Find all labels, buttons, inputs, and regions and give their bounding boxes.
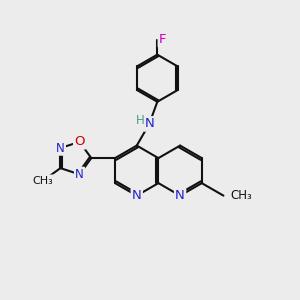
Text: CH₃: CH₃ — [230, 189, 252, 202]
Text: N: N — [175, 189, 185, 202]
Text: F: F — [159, 33, 166, 46]
Text: N: N — [144, 117, 154, 130]
Text: H: H — [136, 114, 144, 127]
Text: N: N — [75, 168, 84, 181]
Text: N: N — [132, 189, 142, 202]
Text: N: N — [56, 142, 65, 154]
Text: O: O — [74, 135, 85, 148]
Text: CH₃: CH₃ — [33, 176, 54, 186]
